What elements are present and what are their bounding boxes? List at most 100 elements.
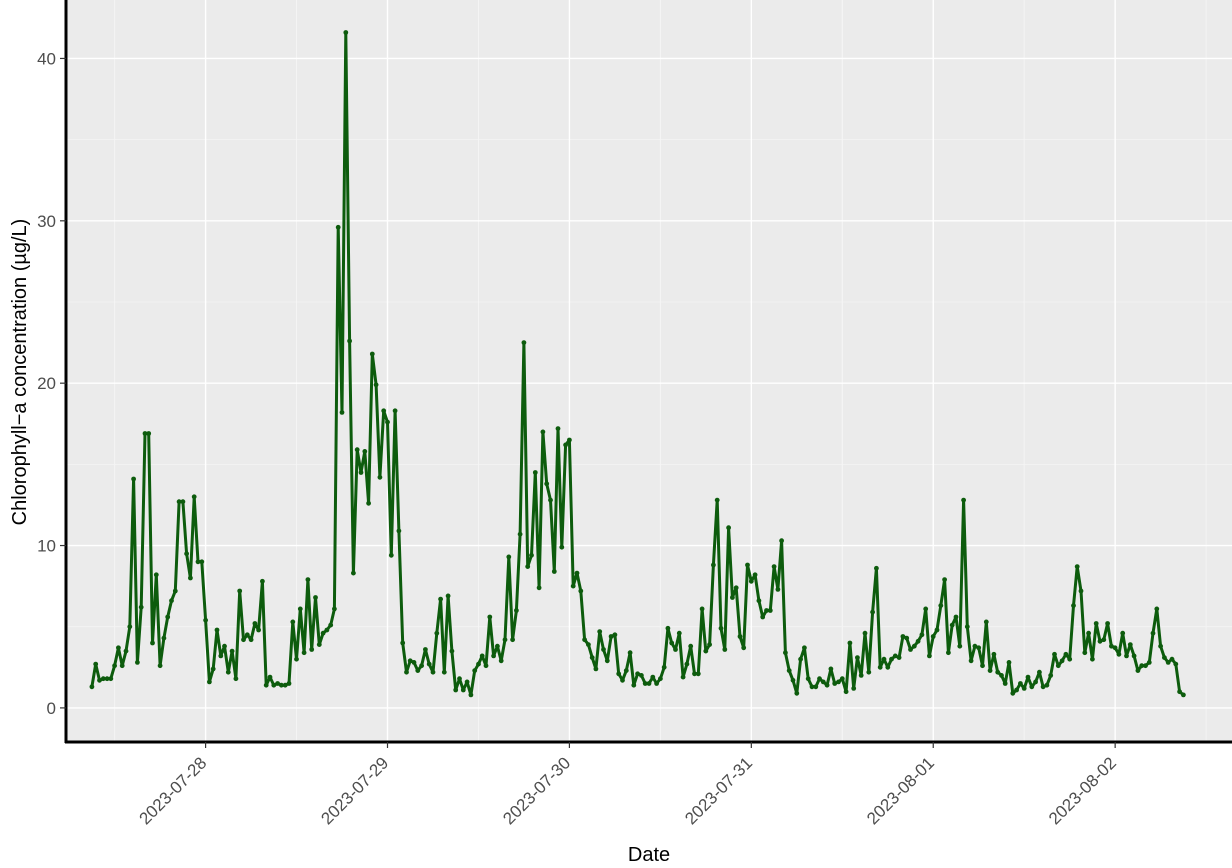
series-points bbox=[89, 30, 1186, 698]
data-point bbox=[180, 499, 186, 505]
data-point bbox=[479, 653, 485, 659]
data-point bbox=[1021, 686, 1027, 691]
data-point bbox=[1120, 630, 1126, 636]
data-point bbox=[498, 658, 504, 664]
data-point bbox=[820, 679, 826, 685]
data-point bbox=[309, 647, 315, 652]
data-point bbox=[316, 642, 322, 647]
data-point bbox=[665, 625, 671, 631]
data-point bbox=[881, 656, 887, 662]
data-point bbox=[1173, 661, 1179, 667]
data-point bbox=[441, 669, 447, 675]
data-point bbox=[767, 608, 773, 613]
data-point bbox=[586, 642, 591, 647]
data-point bbox=[1086, 630, 1091, 636]
data-point bbox=[1063, 651, 1069, 657]
data-point bbox=[267, 674, 273, 680]
data-point bbox=[733, 585, 739, 591]
data-point bbox=[525, 564, 531, 569]
data-point bbox=[131, 476, 137, 482]
data-point bbox=[627, 650, 633, 656]
data-point bbox=[1025, 674, 1031, 680]
data-point bbox=[551, 569, 557, 574]
data-point bbox=[222, 643, 227, 649]
data-point bbox=[991, 651, 997, 657]
data-point bbox=[457, 676, 462, 682]
data-point bbox=[385, 419, 390, 425]
data-point bbox=[411, 660, 417, 665]
data-point bbox=[817, 676, 822, 682]
data-point bbox=[445, 593, 451, 599]
data-point bbox=[419, 663, 424, 669]
data-point bbox=[97, 677, 102, 683]
data-point bbox=[786, 668, 792, 673]
data-point bbox=[934, 627, 940, 633]
data-point bbox=[968, 658, 974, 664]
y-tick-label: 0 bbox=[47, 699, 56, 718]
x-tick-label: 2023-07-28 bbox=[135, 753, 210, 828]
data-point bbox=[1169, 656, 1175, 662]
data-point bbox=[161, 635, 167, 641]
data-point bbox=[165, 614, 171, 620]
data-point bbox=[108, 676, 114, 682]
data-point bbox=[896, 655, 902, 660]
data-point bbox=[491, 653, 496, 659]
data-point bbox=[942, 577, 947, 582]
data-point bbox=[514, 608, 519, 613]
data-point bbox=[892, 653, 898, 659]
data-point bbox=[1105, 621, 1110, 626]
data-point bbox=[301, 650, 307, 656]
data-point bbox=[1055, 663, 1061, 669]
data-point bbox=[468, 692, 474, 698]
data-point bbox=[718, 625, 724, 631]
data-point bbox=[661, 664, 667, 670]
data-point bbox=[1139, 663, 1145, 669]
data-point bbox=[1181, 692, 1186, 698]
data-point bbox=[218, 653, 224, 659]
data-point bbox=[290, 619, 296, 625]
data-point bbox=[927, 653, 932, 659]
data-point bbox=[510, 637, 515, 643]
data-point bbox=[1048, 673, 1054, 678]
data-point bbox=[805, 676, 811, 682]
data-point bbox=[229, 648, 235, 654]
data-point bbox=[722, 647, 728, 652]
data-point bbox=[961, 497, 966, 503]
data-point bbox=[1165, 660, 1171, 665]
data-point bbox=[957, 643, 963, 649]
data-point bbox=[544, 481, 550, 487]
data-point bbox=[737, 634, 743, 639]
data-point bbox=[548, 497, 553, 503]
data-point bbox=[335, 224, 341, 230]
data-point bbox=[775, 587, 781, 592]
data-point bbox=[100, 676, 106, 682]
data-point bbox=[305, 577, 311, 582]
data-point bbox=[832, 681, 838, 686]
data-point bbox=[1040, 684, 1046, 690]
data-point bbox=[1177, 689, 1182, 695]
data-point bbox=[589, 655, 595, 660]
data-point bbox=[745, 562, 750, 568]
data-point bbox=[1127, 642, 1133, 647]
data-point bbox=[233, 676, 239, 682]
data-point bbox=[434, 630, 440, 636]
data-point bbox=[313, 595, 318, 600]
data-point bbox=[210, 666, 216, 672]
data-point bbox=[567, 437, 572, 443]
data-point bbox=[1014, 687, 1019, 693]
data-point bbox=[824, 682, 830, 688]
data-point bbox=[1116, 651, 1122, 657]
data-point bbox=[286, 681, 292, 686]
data-point bbox=[282, 682, 288, 688]
data-point bbox=[597, 629, 603, 634]
data-point bbox=[332, 606, 337, 612]
data-point bbox=[366, 500, 371, 506]
data-point bbox=[771, 564, 777, 569]
data-point bbox=[373, 382, 379, 388]
x-tick-label: 2023-07-29 bbox=[317, 753, 392, 828]
data-point bbox=[658, 676, 663, 682]
data-point bbox=[214, 627, 220, 633]
data-point bbox=[119, 663, 125, 669]
data-point bbox=[972, 643, 978, 649]
